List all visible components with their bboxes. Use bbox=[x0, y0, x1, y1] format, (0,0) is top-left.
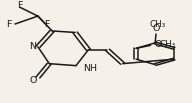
Text: F: F bbox=[7, 20, 12, 29]
Text: O: O bbox=[154, 40, 162, 49]
Text: O: O bbox=[29, 76, 36, 85]
Text: F: F bbox=[17, 1, 22, 10]
Text: F: F bbox=[44, 20, 49, 29]
Text: CH₃: CH₃ bbox=[159, 40, 176, 49]
Text: O: O bbox=[152, 24, 160, 33]
Text: NH: NH bbox=[84, 64, 98, 73]
Text: CH₃: CH₃ bbox=[150, 20, 166, 29]
Text: N: N bbox=[29, 42, 36, 51]
